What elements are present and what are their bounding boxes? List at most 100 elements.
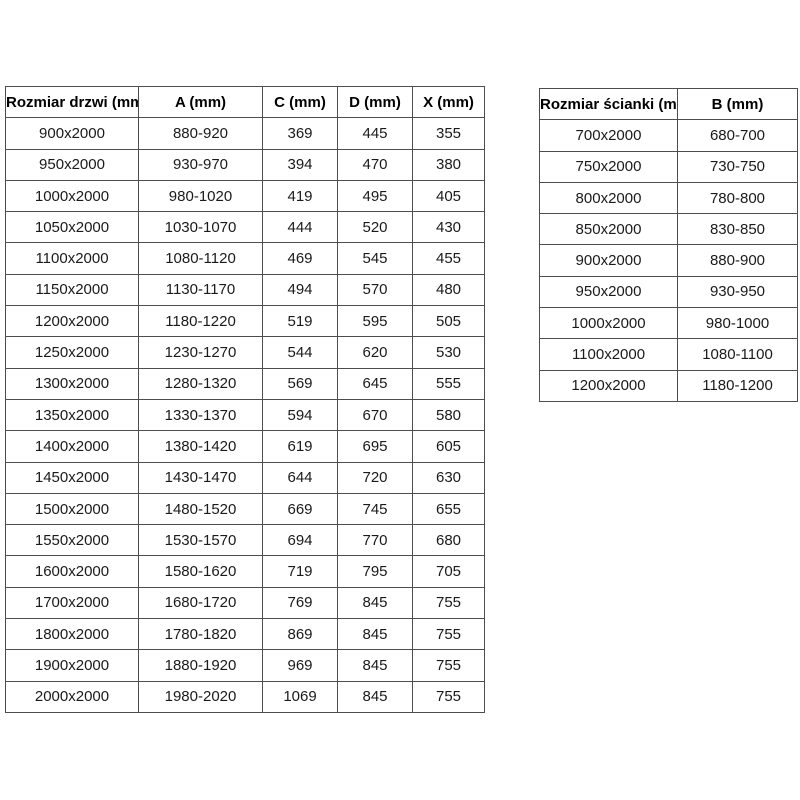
table-cell: 1880-1920 [138,649,263,682]
table-row: 1300x2000 1280-1320 569 645 555 [5,367,485,400]
table-row: 1350x2000 1330-1370 594 670 580 [5,398,485,432]
table-cell: 644 [262,461,338,494]
table-row: 1250x2000 1230-1270 544 620 530 [5,336,485,369]
table-cell: 555 [412,367,485,400]
column-header: X (mm) [412,85,485,119]
table-cell: 1480-1520 [138,492,263,526]
table-cell: 719 [262,555,338,588]
table-cell: 1200x2000 [539,369,678,402]
table-cell: 1050x2000 [5,211,139,244]
table-cell: 570 [337,273,413,307]
table-cell: 544 [262,336,338,369]
table-cell: 1500x2000 [5,492,139,526]
table-cell: 980-1000 [677,307,798,340]
table-row: 700x2000 680-700 [539,119,798,152]
table-cell: 1150x2000 [5,273,139,307]
table-cell: 595 [337,305,413,338]
table-cell: 755 [412,586,485,620]
table-cell: 730-750 [677,150,798,183]
table-cell: 455 [412,242,485,275]
table-cell: 519 [262,305,338,338]
column-header: A (mm) [138,85,263,119]
table-row: 1800x2000 1780-1820 869 845 755 [5,618,485,651]
table-cell: 1980-2020 [138,680,263,713]
table-row: 900x2000 880-920 369 445 355 [5,117,485,150]
table-cell: 605 [412,430,485,463]
column-header: Rozmiar ścianki (mm) [539,87,678,121]
table-row: 1900x2000 1880-1920 969 845 755 [5,649,485,682]
table-cell: 1900x2000 [5,649,139,682]
table-row: 1700x2000 1680-1720 769 845 755 [5,586,485,620]
column-header: B (mm) [677,87,798,121]
table-cell: 755 [412,618,485,651]
table-cell: 1600x2000 [5,555,139,588]
table-cell: 594 [262,398,338,432]
table-row: 1200x2000 1180-1200 [539,369,798,402]
table-cell: 1450x2000 [5,461,139,494]
table-cell: 780-800 [677,181,798,215]
table-cell: 580 [412,398,485,432]
table-row: 1200x2000 1180-1220 519 595 505 [5,305,485,338]
table-cell: 630 [412,461,485,494]
table-cell: 1280-1320 [138,367,263,400]
table-cell: 880-920 [138,117,263,150]
table-cell: 900x2000 [539,244,678,277]
table-cell: 755 [412,680,485,713]
table-row: 950x2000 930-950 [539,275,798,309]
table-cell: 800x2000 [539,181,678,215]
table-cell: 355 [412,117,485,150]
table-cell: 655 [412,492,485,526]
table-cell: 1550x2000 [5,524,139,557]
table-cell: 1250x2000 [5,336,139,369]
table-cell: 1780-1820 [138,618,263,651]
table-row: 800x2000 780-800 [539,181,798,215]
table-cell: 745 [337,492,413,526]
table-cell: 670 [337,398,413,432]
table-cell: 694 [262,524,338,557]
table-cell: 950x2000 [5,148,139,181]
table-cell: 380 [412,148,485,181]
table-cell: 645 [337,367,413,400]
table-cell: 1300x2000 [5,367,139,400]
table-row: 1000x2000 980-1000 [539,307,798,340]
table-row: 2000x2000 1980-2020 1069 845 755 [5,680,485,713]
table-cell: 669 [262,492,338,526]
table-row: 1500x2000 1480-1520 669 745 655 [5,492,485,526]
table-cell: 520 [337,211,413,244]
table-cell: 750x2000 [539,150,678,183]
table-cell: 1800x2000 [5,618,139,651]
table-cell: 1350x2000 [5,398,139,432]
table-row: 1100x2000 1080-1100 [539,338,798,371]
table-cell: 880-900 [677,244,798,277]
table-cell: 695 [337,430,413,463]
table-row: 1550x2000 1530-1570 694 770 680 [5,524,485,557]
table-cell: 755 [412,649,485,682]
table-cell: 705 [412,555,485,588]
table-row: 1150x2000 1130-1170 494 570 480 [5,273,485,307]
table-cell: 1080-1120 [138,242,263,275]
table-cell: 1200x2000 [5,305,139,338]
table-cell: 494 [262,273,338,307]
table-cell: 845 [337,680,413,713]
table-cell: 845 [337,649,413,682]
table-cell: 1400x2000 [5,430,139,463]
table-cell: 1080-1100 [677,338,798,371]
table-cell: 469 [262,242,338,275]
table-cell: 369 [262,117,338,150]
table-cell: 795 [337,555,413,588]
table-cell: 770 [337,524,413,557]
table-row: 1100x2000 1080-1120 469 545 455 [5,242,485,275]
table-cell: 569 [262,367,338,400]
table-row: 1450x2000 1430-1470 644 720 630 [5,461,485,494]
table-cell: 1130-1170 [138,273,263,307]
table-row: 750x2000 730-750 [539,150,798,183]
table-cell: 680 [412,524,485,557]
table-cell: 1530-1570 [138,524,263,557]
table-cell: 720 [337,461,413,494]
table-cell: 900x2000 [5,117,139,150]
wall-sizes-table: Rozmiar ścianki (mm)B (mm) 700x2000680-7… [539,87,798,402]
table-cell: 394 [262,148,338,181]
table-cell: 480 [412,273,485,307]
table-cell: 620 [337,336,413,369]
